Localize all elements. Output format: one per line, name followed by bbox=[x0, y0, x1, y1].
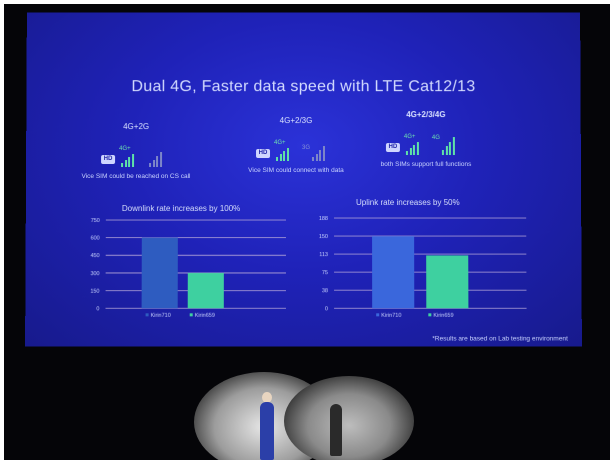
legend-label: Kirin710 bbox=[151, 313, 171, 319]
hd-icon: HD bbox=[101, 155, 115, 164]
bar-kirin710 bbox=[372, 236, 414, 308]
network-type-label: 4G+ bbox=[274, 140, 286, 146]
y-tick-label: 300 bbox=[90, 271, 99, 277]
bar-kirin659 bbox=[188, 273, 224, 308]
chart-title-uplink: Uplink rate increases by 50% bbox=[356, 198, 460, 207]
feature-label: 4G+2G bbox=[81, 122, 191, 131]
signal-bars-secondary-icon bbox=[149, 149, 162, 167]
speaker bbox=[260, 402, 274, 460]
y-tick-label: 0 bbox=[325, 306, 328, 312]
y-tick-label: 450 bbox=[90, 253, 99, 259]
feature-block-4g-234g: 4G+2/3/4G HD 4G+ 4G both SIMs support fu… bbox=[366, 110, 486, 168]
y-tick-label: 150 bbox=[90, 289, 99, 295]
hd-icon: HD bbox=[256, 149, 270, 158]
y-tick-label: 75 bbox=[322, 270, 328, 276]
feature-label: 4G+2/3G bbox=[241, 116, 351, 125]
network-type-secondary-label: 4G bbox=[432, 135, 440, 141]
network-type-label: 4G+ bbox=[404, 134, 416, 140]
legend-swatch bbox=[376, 313, 379, 316]
photo-frame: Dual 4G, Faster data speed with LTE Cat1… bbox=[4, 4, 610, 460]
signal-bars-secondary-icon bbox=[312, 143, 324, 161]
legend-swatch bbox=[190, 313, 193, 316]
network-type-label: 4G+ bbox=[119, 146, 131, 152]
feature-block-4g-23g: 4G+2/3G HD 4G+ 3G Vice SIM could connect… bbox=[241, 116, 351, 174]
signal-bars-icon bbox=[276, 147, 288, 161]
legend-label: Kirin659 bbox=[433, 313, 453, 319]
feature-label: 4G+2/3/4G bbox=[366, 110, 486, 119]
signal-bars-icon bbox=[406, 141, 419, 155]
y-tick-label: 0 bbox=[96, 306, 99, 312]
feature-caption: both SIMs support full functions bbox=[366, 161, 486, 168]
network-type-secondary-label: 3G bbox=[302, 145, 310, 151]
signal-bars-icon bbox=[121, 153, 134, 167]
y-tick-label: 188 bbox=[319, 216, 328, 222]
legend-label: Kirin710 bbox=[381, 313, 401, 319]
network-icons: HD 4G+ 4G bbox=[386, 129, 466, 157]
downlink-bar-chart: 750 600 450 300 150 0 Kirin710 Kirin659 bbox=[75, 212, 296, 324]
y-tick-label: 600 bbox=[91, 236, 100, 242]
legend-label: Kirin659 bbox=[195, 313, 215, 319]
legend-swatch bbox=[146, 313, 149, 316]
y-tick-label: 150 bbox=[319, 234, 328, 240]
slide-title: Dual 4G, Faster data speed with LTE Cat1… bbox=[26, 78, 580, 96]
feature-caption: Vice SIM could be reached on CS call bbox=[81, 173, 191, 180]
hd-icon: HD bbox=[386, 143, 400, 152]
network-icons: HD 4G+ bbox=[101, 141, 171, 169]
y-tick-label: 750 bbox=[91, 218, 100, 224]
signal-bars-secondary-icon bbox=[442, 135, 455, 155]
presentation-screen: Dual 4G, Faster data speed with LTE Cat1… bbox=[25, 13, 582, 347]
speaker-shadow bbox=[330, 404, 342, 456]
spotlight-secondary bbox=[284, 376, 414, 460]
bar-kirin710 bbox=[142, 238, 178, 309]
network-icons: HD 4G+ 3G bbox=[256, 135, 336, 163]
y-tick-label: 113 bbox=[319, 252, 328, 258]
uplink-bar-chart: 188 150 113 75 38 0 Kirin710 Kirin659 bbox=[302, 210, 533, 324]
legend-swatch bbox=[428, 313, 431, 316]
bar-kirin659 bbox=[426, 255, 468, 308]
feature-caption: Vice SIM could connect with data bbox=[241, 167, 351, 174]
footnote: *Results are based on Lab testing enviro… bbox=[432, 335, 568, 342]
feature-block-4g-2g: 4G+2G HD 4G+ Vice SIM could be reached o… bbox=[81, 122, 191, 180]
y-tick-label: 38 bbox=[322, 288, 328, 294]
